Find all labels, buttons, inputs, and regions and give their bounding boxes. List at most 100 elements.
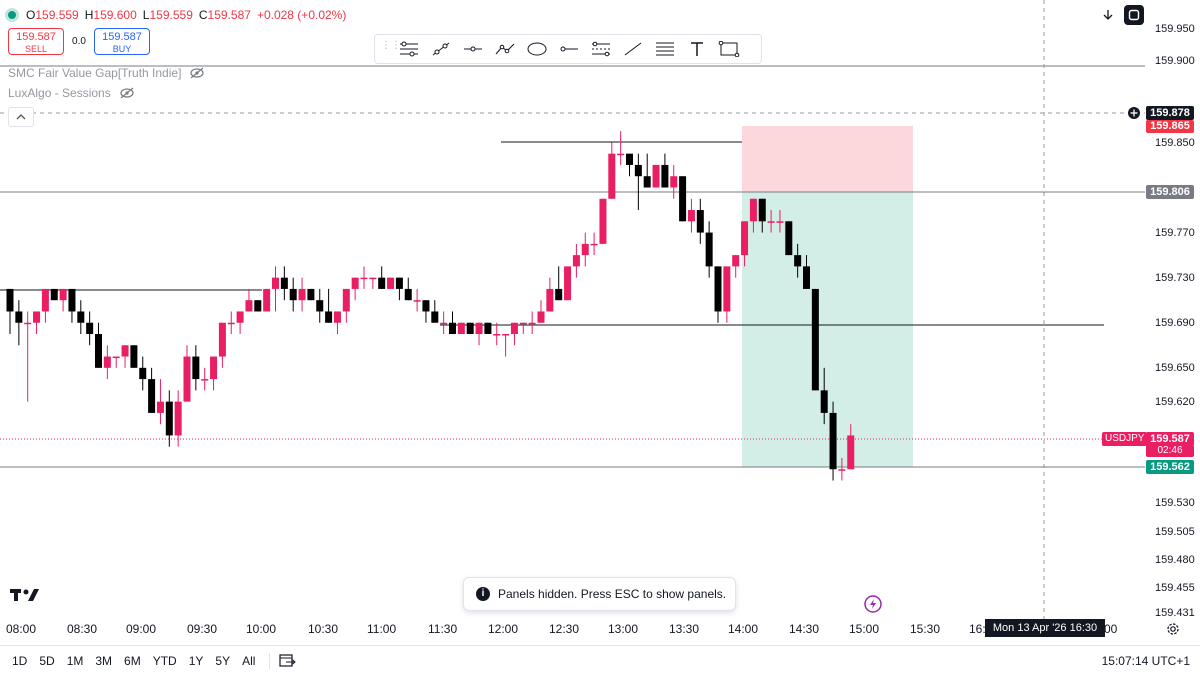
ohlc-legend: O159.559 H159.600 L159.559 C159.587 +0.0… [8,8,346,22]
trade-panel: 159.587 SELL 0.0 159.587 BUY [8,28,150,55]
range-5d[interactable]: 5D [39,654,55,668]
candle-body [440,322,448,325]
buy-button[interactable]: 159.587 BUY [94,28,150,55]
candle-body [537,311,545,323]
lightning-icon[interactable] [864,595,882,613]
time-tick: 13:00 [608,622,639,636]
candle-body [15,311,23,323]
candle-body [139,367,147,380]
polyline-icon[interactable] [493,37,517,61]
symbol-label: USDJPY [1102,432,1148,446]
candle-body [165,401,173,436]
indicator-sessions-label: LuxAlgo - Sessions [8,86,111,100]
down-arrow-button[interactable] [1098,5,1118,25]
indicator-smc[interactable]: SMC Fair Value Gap[Truth Indie] [8,66,205,80]
time-tick: 09:00 [126,622,157,636]
candle-body [528,322,536,325]
low-value: 159.559 [149,8,193,22]
candle-body [679,176,687,222]
candle-body [218,322,226,357]
candle-body [33,311,41,323]
candle-body [342,288,350,312]
price-scale[interactable]: 159.950 159.900 159.850 159.770 159.730 … [1145,0,1200,620]
time-tick: 15:30 [910,622,941,636]
time-tick: 08:00 [6,622,37,636]
candle-body [705,232,713,267]
tradingview-logo[interactable] [10,587,40,608]
candle-body [68,288,76,312]
stop-loss-zone[interactable] [742,126,913,192]
settings-button[interactable] [1165,621,1181,642]
sell-button[interactable]: 159.587 SELL [8,28,64,55]
candle-body [723,266,731,312]
candle-body [617,153,625,156]
eye-off-icon[interactable] [189,67,205,79]
horizontal-ray-icon[interactable] [461,37,485,61]
drag-handle-icon[interactable]: ⋮⋮ [381,40,401,51]
candle-body [590,243,598,246]
candle-body [767,221,775,223]
candle-body [148,379,156,413]
candle-body [502,334,510,336]
candle-body [280,277,288,289]
time-tick: 09:30 [187,622,218,636]
parallel-lines-icon[interactable] [589,37,613,61]
candle-body [387,277,395,289]
candle-body [254,300,262,312]
range-1m[interactable]: 1M [66,654,84,668]
text-icon[interactable] [685,37,709,61]
range-ytd[interactable]: YTD [152,654,177,668]
time-tick: 11:00 [367,622,397,636]
close-value: 159.587 [207,8,251,22]
candle-body [457,322,465,335]
range-3m[interactable]: 3M [95,654,113,668]
candle-body [519,322,527,325]
fib-icon[interactable] [653,37,677,61]
price-chart[interactable] [0,0,1145,620]
date-range-button[interactable] [278,652,297,671]
price-tick: 159.530 [1155,497,1195,509]
range-all[interactable]: All [242,654,256,668]
candle-body [714,266,722,312]
candle-body [50,288,58,301]
time-axis[interactable]: 08:00 08:30 09:00 09:30 10:00 10:30 11:0… [0,620,1145,638]
info-icon: i [476,587,490,601]
candle-body [696,210,704,233]
line-icon[interactable] [621,37,645,61]
collapse-legend-button[interactable] [8,107,34,127]
price-tick: 159.850 [1155,137,1195,149]
low-label: L [142,8,150,22]
candle-body [201,379,209,381]
range-1d[interactable]: 1D [12,654,28,668]
candle-body [369,277,377,280]
candle-body [227,322,235,325]
clock-label[interactable]: 15:07:14 UTC+1 [1101,654,1190,668]
candle-body [121,345,129,357]
trend-line-icon[interactable] [429,37,453,61]
candle-body [325,311,333,323]
candle-body [156,401,164,413]
fullscreen-button[interactable] [1124,5,1144,25]
ray-icon[interactable] [557,37,581,61]
current-price-label: 159.587 [1146,432,1194,446]
add-alert-button[interactable] [1127,106,1141,125]
range-6m[interactable]: 6M [124,654,141,668]
ellipse-icon[interactable] [525,37,549,61]
candle-body [449,322,456,335]
candle-body [493,334,501,336]
rectangle-icon[interactable] [717,37,741,61]
candle-body [820,390,828,413]
eye-off-icon[interactable] [119,87,135,99]
target-price-label: 159.562 [1146,460,1194,474]
price-tick: 159.770 [1155,227,1195,239]
calendar-range-icon [279,653,297,667]
take-profit-zone[interactable] [742,192,913,467]
candle-body [41,288,49,312]
top-right-controls [1098,5,1144,25]
horizontal-lines-icon[interactable] [397,37,421,61]
candle-body [546,288,554,312]
indicator-sessions[interactable]: LuxAlgo - Sessions [8,86,135,100]
range-5y[interactable]: 5Y [215,654,231,668]
candle-body [360,277,368,280]
range-1y[interactable]: 1Y [188,654,204,668]
